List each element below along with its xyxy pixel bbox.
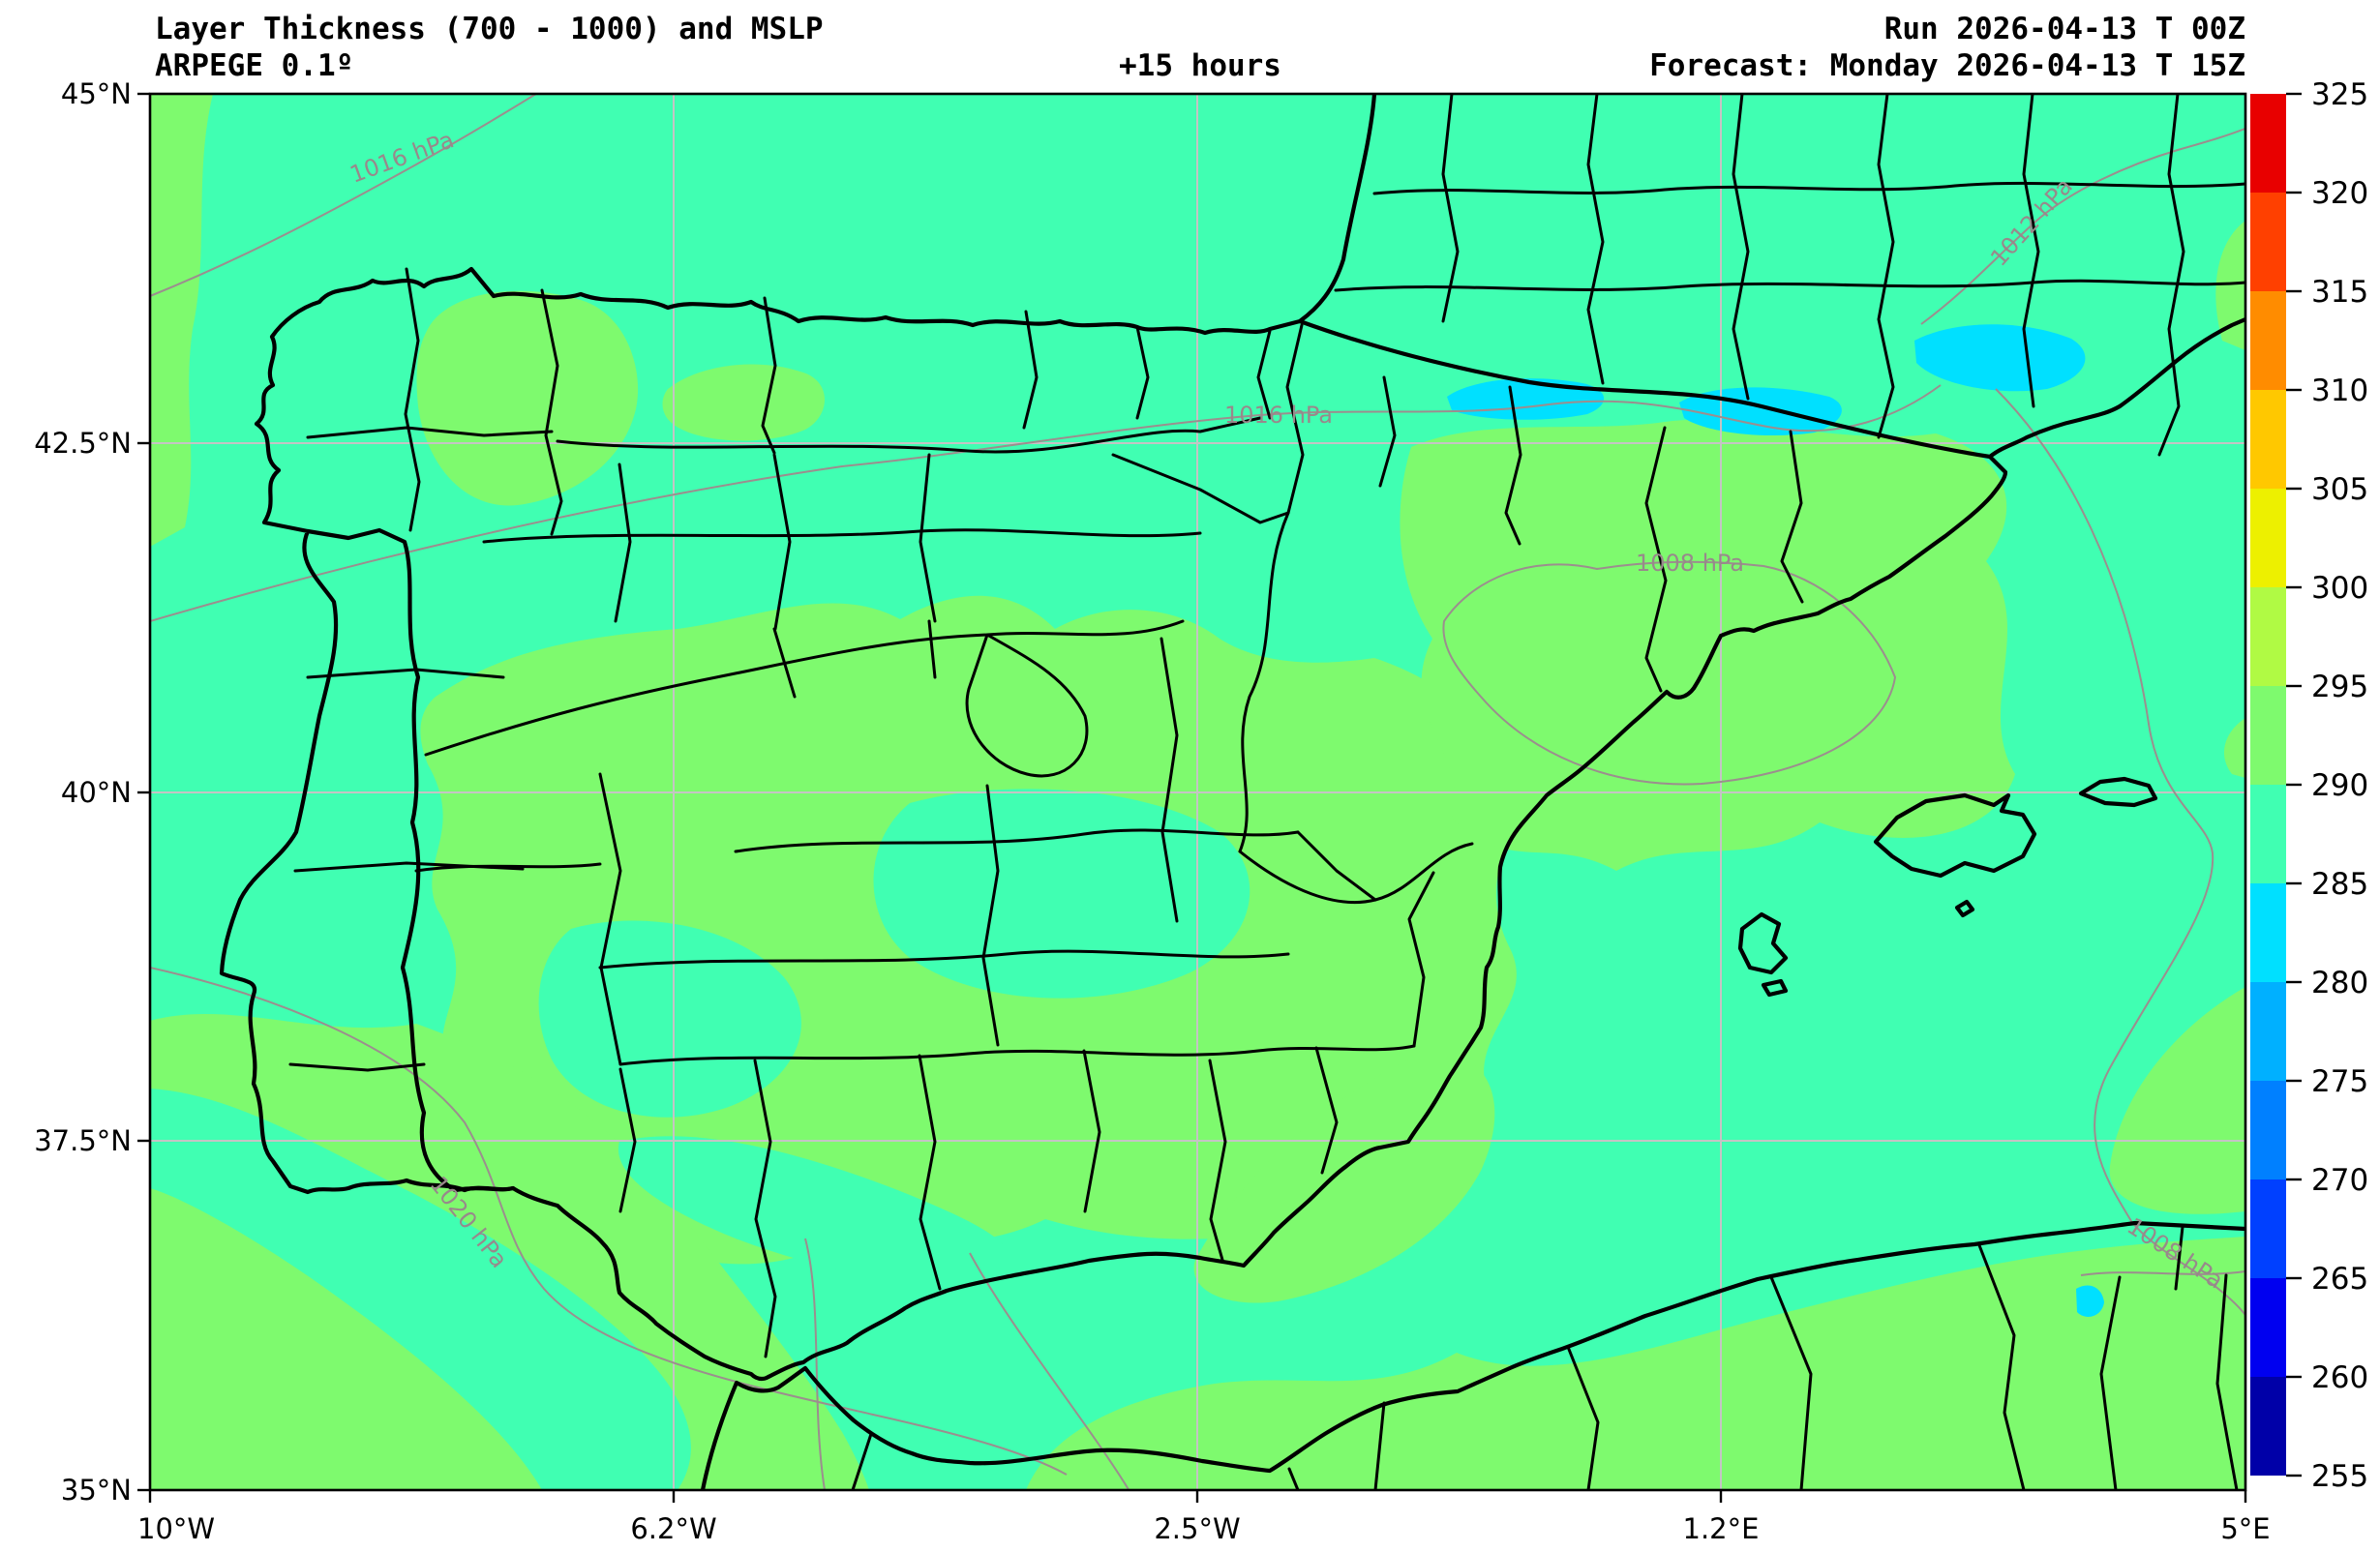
colorbar-tick-285: 285 bbox=[2311, 867, 2368, 902]
colorbar-segment bbox=[2250, 193, 2286, 291]
y-tick-37.5n: 37.5°N bbox=[34, 1124, 132, 1157]
colorbar-segment bbox=[2250, 1081, 2286, 1179]
model-label: ARPEGE 0.1º bbox=[155, 48, 353, 83]
map-plot-area: 1016 hPa 1016 hPa 1008 hPa 1012 hPa 1020… bbox=[148, 92, 2247, 1492]
y-axis: 45°N 42.5°N 40°N 37.5°N 35°N bbox=[34, 77, 150, 1507]
colorbar-tick-290: 290 bbox=[2311, 768, 2368, 803]
colorbar-segment bbox=[2250, 291, 2286, 390]
colorbar-tick-315: 315 bbox=[2311, 275, 2368, 310]
colorbar-tick-255: 255 bbox=[2311, 1459, 2368, 1494]
colorbar-segment bbox=[2250, 94, 2286, 193]
colorbar-segment bbox=[2250, 982, 2286, 1081]
thickness-band-285-290-inner bbox=[150, 789, 1250, 1490]
coastlines bbox=[219, 94, 2245, 1490]
province-boundaries bbox=[288, 94, 2245, 1490]
colorbar-segment bbox=[2250, 883, 2286, 982]
y-tick-35n: 35°N bbox=[61, 1474, 132, 1507]
colorbar-tick-320: 320 bbox=[2311, 176, 2368, 211]
lead-time-label: +15 hours bbox=[1119, 48, 1281, 83]
colorbar-tick-280: 280 bbox=[2311, 966, 2368, 1000]
colorbar-tick-labels: 325 320 315 310 305 300 295 290 285 280 … bbox=[2311, 77, 2368, 1494]
graticule bbox=[150, 94, 2245, 1490]
x-axis: 10°W 6.2°W 2.5°W 1.2°E 5°E bbox=[137, 1490, 2271, 1545]
isobar-label-1008-ebro: 1008 hPa bbox=[1636, 550, 1744, 577]
y-tick-40n: 40°N bbox=[61, 776, 132, 809]
x-tick-2.5w: 2.5°W bbox=[1154, 1512, 1240, 1545]
x-tick-1.2e: 1.2°E bbox=[1683, 1512, 1760, 1545]
colorbar-tick-295: 295 bbox=[2311, 670, 2368, 704]
colorbar-tick-270: 270 bbox=[2311, 1163, 2368, 1198]
colorbar-tick-310: 310 bbox=[2311, 373, 2368, 408]
x-tick-10w: 10°W bbox=[137, 1512, 215, 1545]
x-tick-6.2w: 6.2°W bbox=[630, 1512, 716, 1545]
chart-title: Layer Thickness (700 - 1000) and MSLP bbox=[155, 12, 824, 46]
x-tick-5e: 5°E bbox=[2220, 1512, 2270, 1545]
colorbar: 325 320 315 310 305 300 295 290 285 280 … bbox=[2250, 77, 2368, 1494]
colorbar-ticks bbox=[2286, 92, 2302, 1477]
colorbar-segment bbox=[2250, 1377, 2286, 1476]
colorbar-tick-325: 325 bbox=[2311, 77, 2368, 112]
colorbar-tick-275: 275 bbox=[2311, 1064, 2368, 1099]
colorbar-segment bbox=[2250, 390, 2286, 489]
colorbar-tick-300: 300 bbox=[2311, 571, 2368, 606]
run-label: Run 2026-04-13 T 00Z bbox=[1884, 12, 2245, 46]
colorbar-segment bbox=[2250, 587, 2286, 686]
y-tick-42.5n: 42.5°N bbox=[34, 427, 132, 460]
forecast-label: Forecast: Monday 2026-04-13 T 15Z bbox=[1649, 48, 2245, 83]
colorbar-segment bbox=[2250, 489, 2286, 587]
colorbar-segment bbox=[2250, 1278, 2286, 1377]
colorbar-tick-305: 305 bbox=[2311, 472, 2368, 507]
colorbar-segment bbox=[2250, 686, 2286, 785]
colorbar-tick-260: 260 bbox=[2311, 1360, 2368, 1395]
colorbar-segment bbox=[2250, 785, 2286, 883]
isobar-label-1016-north: 1016 hPa bbox=[1224, 402, 1333, 429]
colorbar-segment bbox=[2250, 1179, 2286, 1278]
y-tick-45n: 45°N bbox=[61, 77, 132, 110]
colorbar-tick-265: 265 bbox=[2311, 1262, 2368, 1297]
